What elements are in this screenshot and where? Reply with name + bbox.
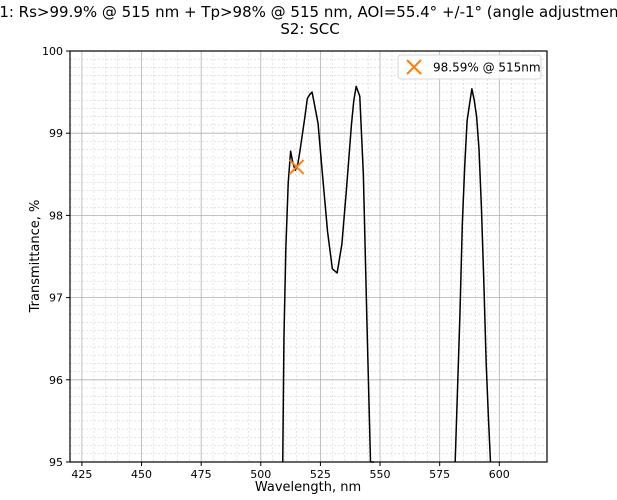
series-line-1 [281,85,375,463]
x-axis-label: Wavelength, nm [255,480,361,495]
y-tick-label: 98 [49,209,63,222]
x-tick-label: 425 [71,468,92,481]
minor-grid [70,51,548,462]
y-tick-label: 99 [49,127,63,140]
y-tick-label: 97 [49,292,63,305]
y-tick-label: 100 [42,45,63,58]
chart-title-line1: S1: Rs>99.9% @ 515 nm + Tp>98% @ 515 nm,… [0,3,617,21]
legend: 98.59% @ 515nm [397,54,542,80]
y-axis-label: Transmittance, % [28,200,43,314]
y-tick-label: 96 [49,374,63,387]
legend-label: 98.59% @ 515nm [433,61,541,75]
x-tick-label: 525 [310,468,331,481]
x-tick-label: 600 [489,468,510,481]
legend-marker-x-icon [406,59,422,75]
x-axis-ticks: 425 450 475 500 525 550 575 600 [71,462,510,481]
x-tick-label: 575 [429,468,450,481]
x-tick-label: 450 [131,468,152,481]
legend-box [397,54,542,80]
chart-title-line2: S2: SCC [280,20,339,38]
data-point-marker-x-icon [288,159,305,175]
x-tick-label: 550 [370,468,391,481]
marker-stroke [288,159,305,175]
y-tick-label: 95 [49,456,63,469]
x-tick-label: 500 [250,468,271,481]
series-line-2 [454,88,492,463]
plot-frame [69,50,548,463]
series-layer [281,85,492,463]
x-tick-label: 475 [191,468,212,481]
y-axis-ticks: 95 96 97 98 99 100 [42,45,70,469]
legend-x-icon [406,59,422,75]
marker-stroke [406,59,422,75]
marker-layer [288,159,305,175]
